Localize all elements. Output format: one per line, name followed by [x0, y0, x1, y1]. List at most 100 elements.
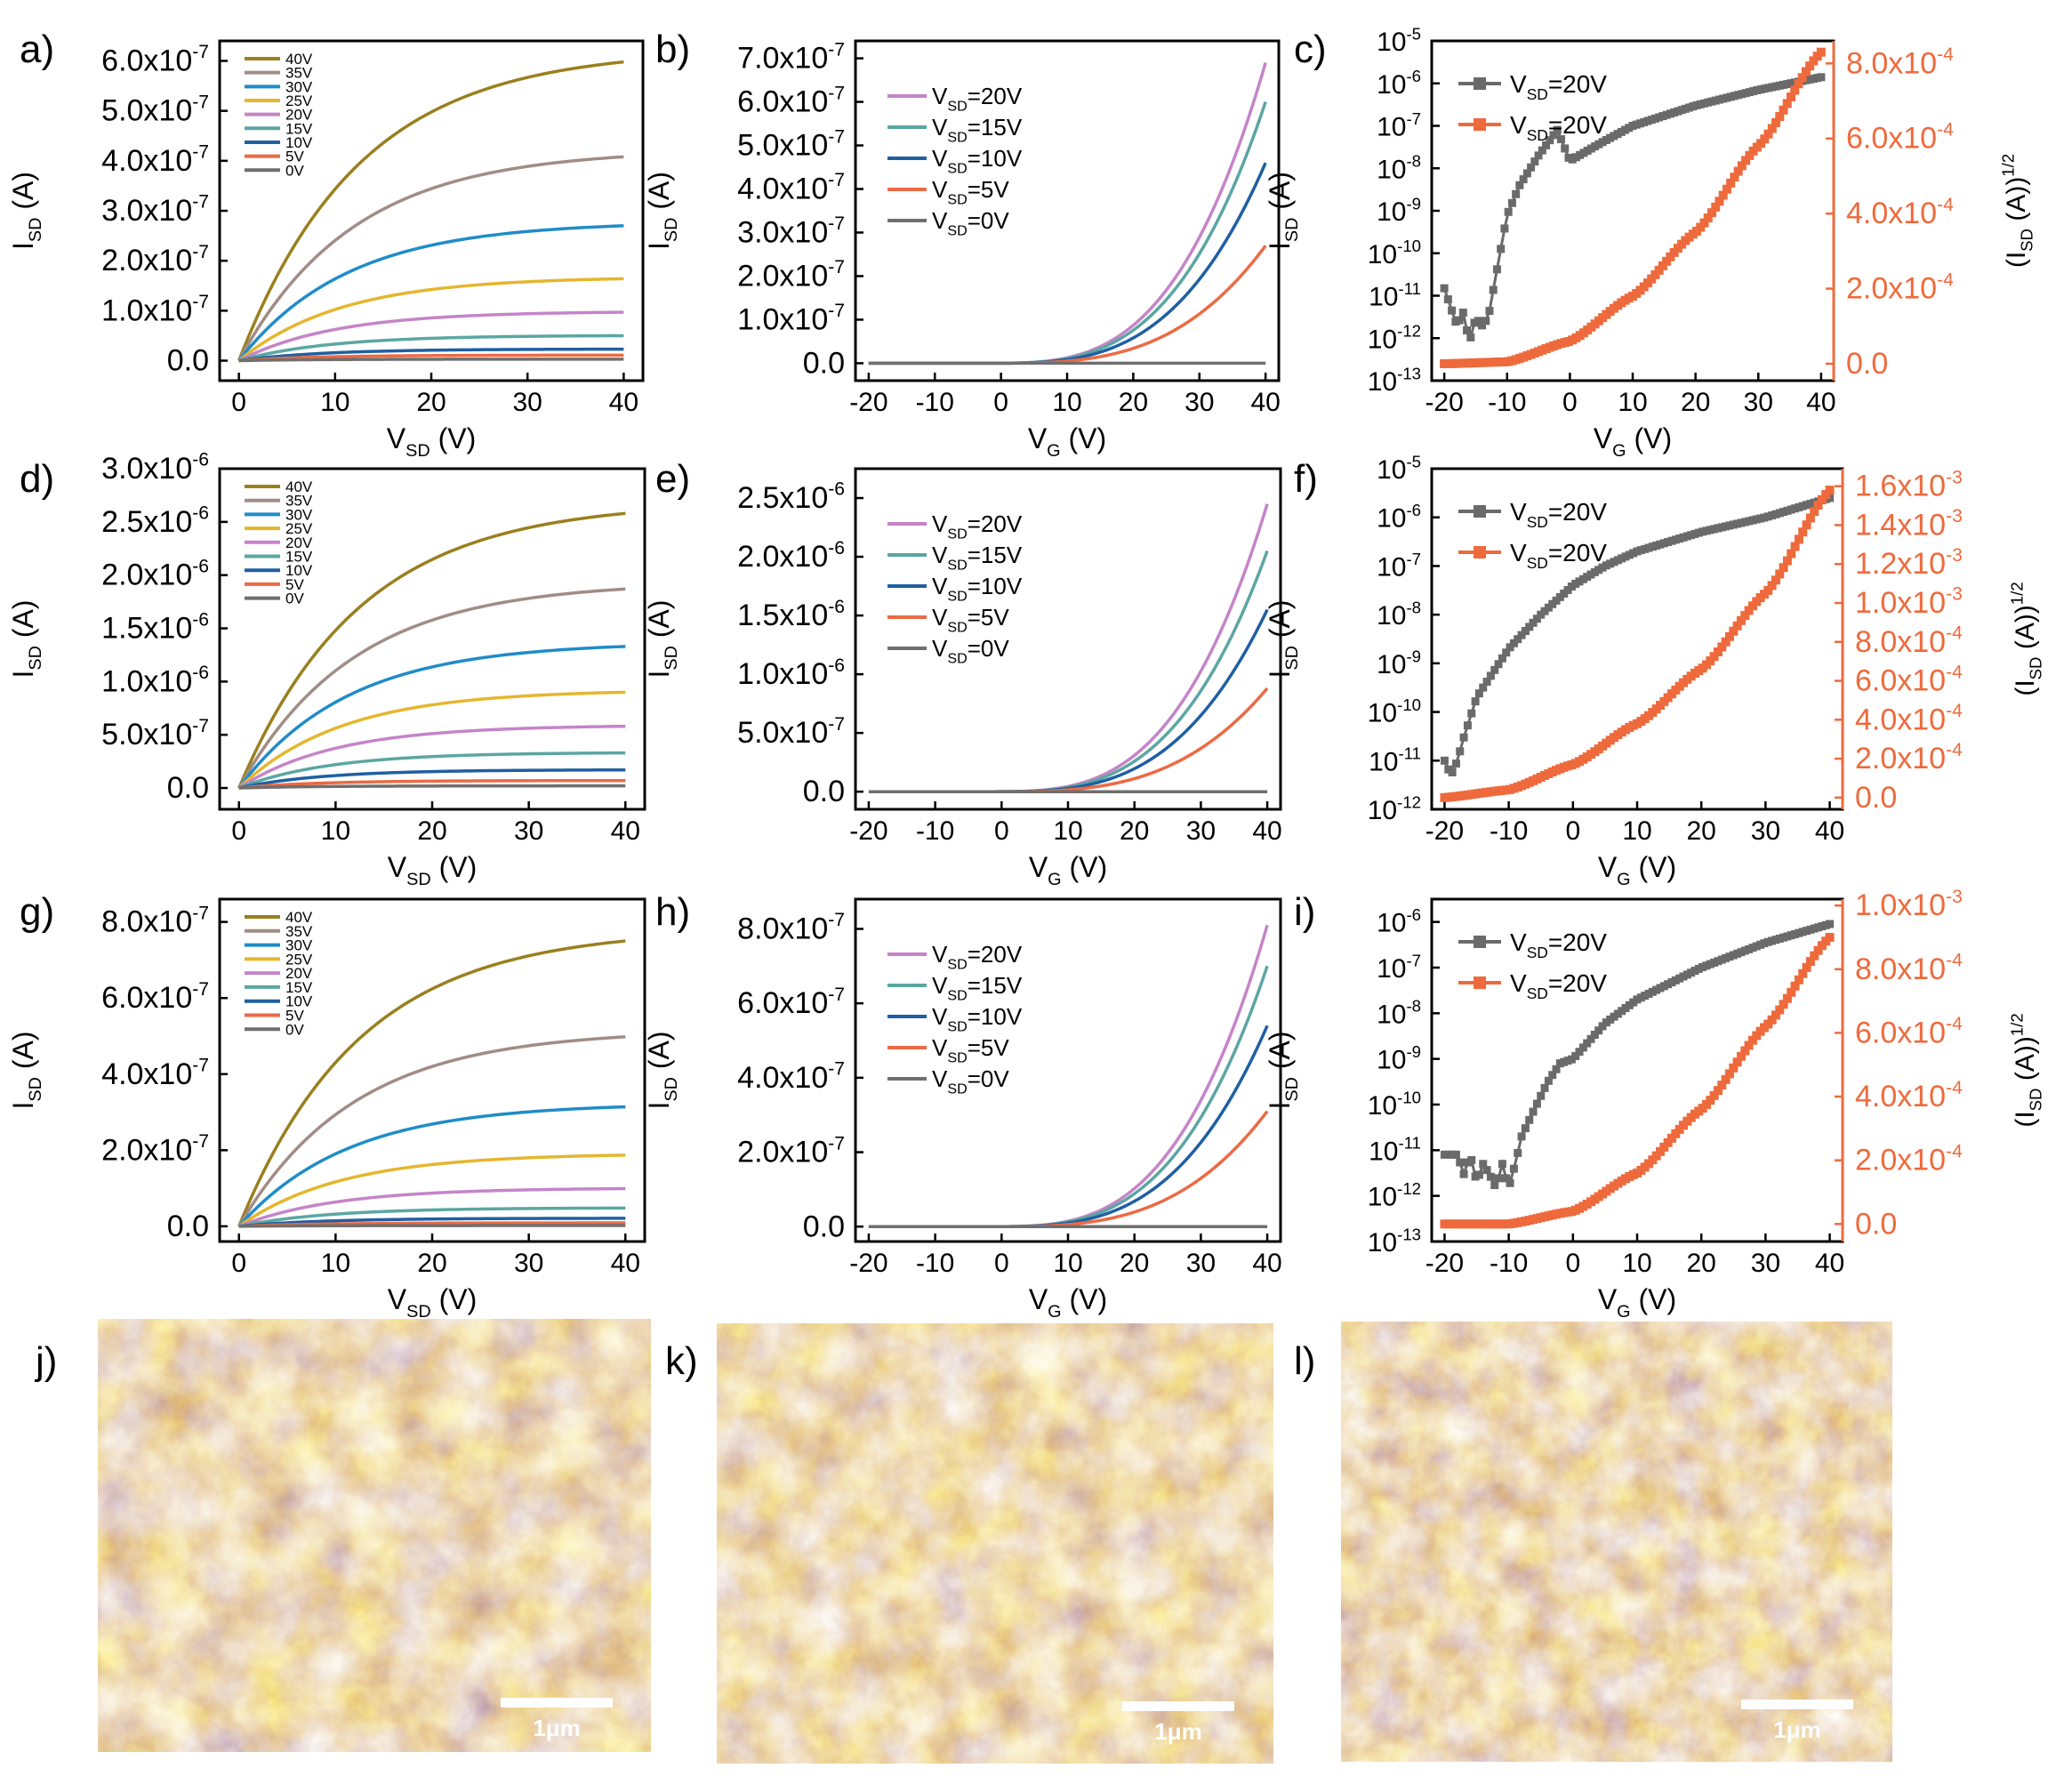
legend-entry: 40V [285, 478, 313, 495]
y-tick-label: 0.0 [803, 1209, 845, 1243]
afm-image-l: 1μm [1341, 1322, 1892, 1762]
series-line-2 [237, 1035, 626, 1227]
series-marker-sqrt-current [1763, 129, 1773, 139]
y-tick-label: 2.5x10-6​ [101, 503, 209, 539]
series-marker-log-current [1522, 169, 1531, 178]
chart-b: -20 -10 0 10 20 30 40 VG​ (V) 0.0 1.0x10-7​ 2.0x10… [643, 39, 1281, 461]
x-tick-label: -20 [1426, 816, 1464, 846]
series-marker-sqrt-current [1663, 1137, 1673, 1147]
y-tick-label: 2.0x10-7​ [101, 1131, 209, 1167]
y-tick-label: 0.0 [803, 346, 845, 380]
legend-entry: 20V [285, 534, 313, 551]
y-tick-label: 2.5x10-6​ [737, 479, 845, 515]
y-tick-label: 10-11​ [1369, 279, 1421, 312]
y-right-tick-label: 1.0x10-3​ [1855, 887, 1963, 922]
y-tick-label: 4.0x10-7​ [101, 142, 209, 178]
x-tick-label: 30 [514, 1249, 543, 1278]
y-tick-label: 10-9​ [1377, 647, 1421, 679]
series-marker-sqrt-current [1805, 513, 1815, 523]
legend-entry: 35V [285, 65, 313, 82]
legend-entry: 15V [285, 120, 313, 137]
series-marker-sqrt-current [1666, 1133, 1676, 1143]
x-tick-label: -10 [1490, 1249, 1528, 1278]
x-tick-label: -10 [1488, 388, 1526, 417]
x-tick-label: 0 [1562, 388, 1578, 417]
series-line-8 [238, 778, 626, 790]
x-axis-label: VSD​ (V) [388, 1283, 477, 1322]
x-tick-label: -20 [1425, 388, 1463, 417]
y-right-tick-label: 1.6x10-3​ [1855, 467, 1963, 502]
series-marker-log-current [1456, 747, 1465, 756]
series-marker-log-current [1517, 631, 1526, 639]
legend-entry: 10V [285, 993, 313, 1010]
x-tick-label: -10 [916, 1249, 954, 1278]
x-tick-label: 30 [1744, 388, 1773, 417]
x-tick-label: 30 [1186, 816, 1216, 846]
y-right-tick-label: 6.0x10-4​ [1855, 662, 1963, 697]
series-marker-sqrt-current [1790, 542, 1800, 551]
series-marker-log-current [1514, 1148, 1522, 1157]
legend-entry: 40V [285, 51, 313, 68]
y-tick-label: 0.0 [167, 771, 209, 805]
y-tick-label: 10-9​ [1377, 1042, 1421, 1075]
x-tick-label: 30 [512, 388, 542, 417]
series-marker-log-current [1553, 125, 1562, 134]
series-line-6 [238, 751, 626, 790]
series-marker-sqrt-current [1798, 527, 1808, 537]
series-marker-log-current [1590, 1031, 1599, 1040]
legend-entry: 15V [285, 979, 313, 996]
y-tick-label: 6.0x10-7​ [737, 83, 845, 118]
series-marker-log-current [1548, 1071, 1557, 1080]
series-marker-sqrt-current [1711, 202, 1721, 212]
series-marker-log-current [1479, 1160, 1488, 1169]
y-tick-label: 1.0x10-7​ [101, 292, 209, 327]
x-tick-label: 10 [1053, 1249, 1082, 1278]
panel-letter-k: k) [665, 1339, 698, 1383]
y-tick-label: 10-13​ [1368, 1225, 1421, 1258]
x-tick-label: 20 [1119, 388, 1148, 417]
series-marker-sqrt-current [1787, 549, 1796, 559]
y-tick-label: 6.0x10-7​ [737, 984, 845, 1020]
series-line-3 [868, 162, 1267, 366]
y-tick-label: 7.0x10-7​ [737, 39, 845, 75]
series-line-1 [868, 503, 1269, 793]
x-tick-label: 10 [321, 1249, 350, 1278]
series-line-log-current [1443, 496, 1830, 775]
y-tick-label: 10-12​ [1368, 1179, 1421, 1212]
series-marker-sqrt-current [1790, 981, 1800, 991]
series-marker-sqrt-current [1733, 166, 1743, 176]
series-marker-log-current [1583, 1039, 1592, 1048]
legend-marker [1474, 118, 1486, 131]
series-marker-log-current [1479, 683, 1488, 692]
plot-frame-i [1430, 897, 1844, 1243]
series-marker-log-current [1542, 141, 1551, 149]
series-marker-log-current [1497, 245, 1506, 253]
series-marker-sqrt-current [1797, 73, 1807, 83]
x-tick-label: 20 [1687, 816, 1716, 846]
panel-letter-b: b) [655, 28, 690, 71]
legend-entry: 40V [285, 909, 313, 926]
y-axis-label: ISD​ (A) [7, 172, 45, 250]
series-line-6 [238, 334, 624, 363]
series-marker-sqrt-current [1658, 261, 1667, 270]
y-axis-label: ISD​ (A) [1264, 600, 1302, 679]
legend-entry-2: VSD​=20V [1510, 539, 1607, 572]
y-right-tick-label: 0.0 [1855, 1207, 1897, 1241]
series-marker-sqrt-current [1732, 1057, 1742, 1067]
series-marker-log-current [1571, 1051, 1580, 1060]
series-marker-log-current [1459, 733, 1468, 742]
y-tick-label: 10-12​ [1368, 322, 1421, 355]
series-marker-sqrt-current [1703, 213, 1713, 223]
series-marker-sqrt-current [1706, 1096, 1715, 1105]
panel-letter-d: d) [20, 457, 54, 501]
legend-entry: 5V [285, 1007, 304, 1024]
y-right-tick-label: 6.0x10-4​ [1855, 1014, 1963, 1049]
y-right-tick-label: 0.0 [1855, 781, 1897, 815]
y-tick-label: 10-9​ [1377, 194, 1421, 227]
series-line-1 [237, 511, 626, 789]
series-marker-sqrt-current [1726, 178, 1736, 188]
series-marker-sqrt-current [1794, 79, 1803, 89]
y-tick-label: 2.0x10-6​ [101, 556, 209, 591]
y-tick-label: 6.0x10-7​ [101, 979, 209, 1015]
series-marker-sqrt-current [1713, 1086, 1723, 1096]
